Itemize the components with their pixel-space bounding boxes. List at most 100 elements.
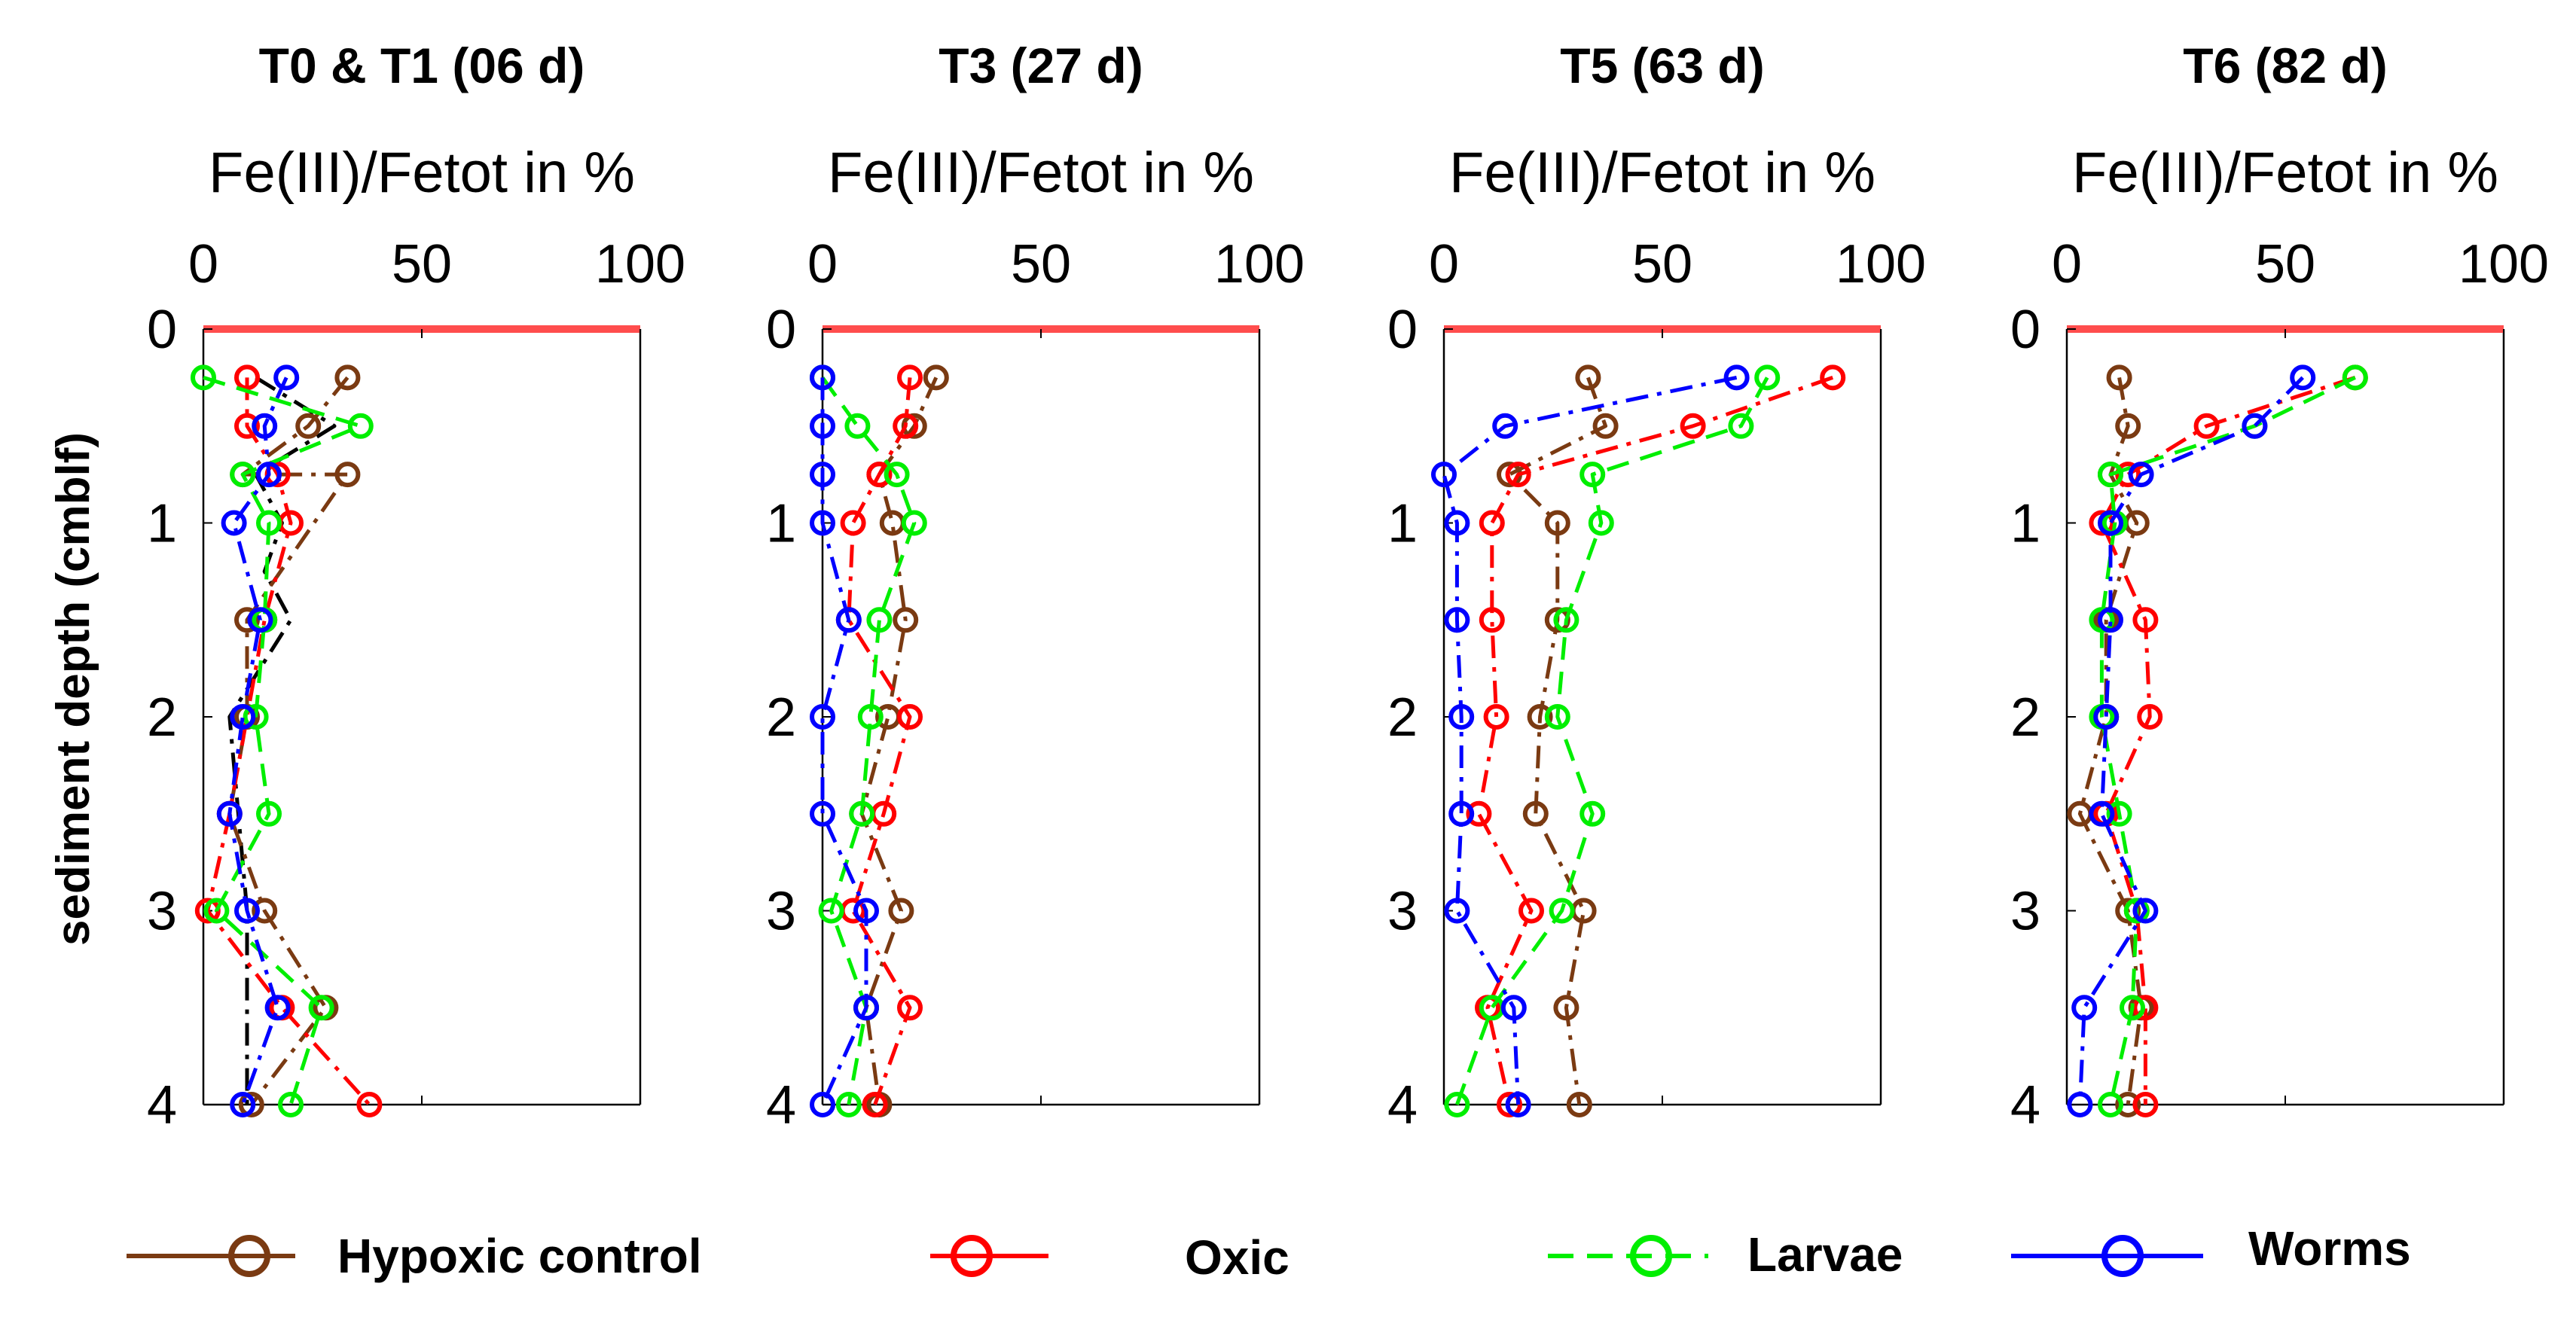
data-point-larvae bbox=[2106, 800, 2132, 827]
legend-marker-worms bbox=[2101, 1235, 2144, 1277]
panel-3: T5 (63 d) Fe(III)/Fetot in % 0 50 100 0 1 2 3 4 bbox=[1387, 38, 1926, 1135]
y-tick-label: 0 bbox=[766, 300, 796, 360]
y-tick-label: 1 bbox=[147, 494, 177, 554]
data-point-hypoxic bbox=[893, 607, 919, 633]
panel-title: T5 (63 d) bbox=[1560, 38, 1764, 93]
legend-label-worms: Worms bbox=[2248, 1221, 2411, 1276]
data-point-oxic bbox=[897, 364, 923, 391]
y-tick-label: 3 bbox=[2010, 882, 2040, 942]
data-point-worms bbox=[1505, 1092, 1531, 1117]
legend-marker-larvae bbox=[1630, 1235, 1672, 1277]
data-point-larvae bbox=[308, 995, 334, 1021]
data-point-larvae bbox=[1579, 462, 1606, 488]
data-point-worms bbox=[853, 898, 879, 924]
data-point-hypoxic bbox=[295, 413, 322, 439]
y-tick-label: 4 bbox=[147, 1075, 177, 1135]
x-axis-label: Fe(III)/Fetot in % bbox=[209, 141, 635, 205]
data-point-larvae bbox=[1444, 1092, 1470, 1117]
data-point-hypoxic bbox=[1553, 995, 1579, 1021]
data-point-oxic bbox=[2132, 1092, 2159, 1117]
data-point-oxic bbox=[1479, 510, 1505, 536]
data-point-larvae bbox=[256, 510, 282, 536]
data-point-worms bbox=[2093, 704, 2120, 730]
y-axis-label: sediment depth (cmblf) bbox=[47, 432, 99, 946]
x-tick-label: 50 bbox=[1632, 234, 1692, 294]
y-tick-label: 2 bbox=[147, 687, 177, 748]
panel-4: T6 (82 d) Fe(III)/Fetot in % 0 50 100 0 1 2 3 4 bbox=[2010, 38, 2549, 1135]
data-point-hypoxic bbox=[2106, 364, 2132, 391]
data-point-larvae bbox=[243, 704, 269, 730]
legend-marker-oxic bbox=[951, 1235, 993, 1277]
data-point-worms bbox=[2098, 607, 2123, 633]
data-point-worms bbox=[252, 413, 278, 439]
data-point-larvae bbox=[2098, 462, 2123, 488]
data-point-hypoxic bbox=[334, 462, 361, 488]
data-point-worms bbox=[230, 1092, 256, 1117]
data-point-worms bbox=[810, 462, 835, 488]
data-point-oxic bbox=[2132, 607, 2159, 633]
data-point-hypoxic bbox=[238, 1092, 264, 1117]
data-point-hypoxic bbox=[252, 898, 278, 924]
data-point-oxic bbox=[1820, 364, 1846, 391]
data-point-worms bbox=[2290, 364, 2316, 391]
series-line-worms bbox=[820, 377, 868, 1106]
data-point-larvae bbox=[818, 898, 844, 924]
data-point-worms bbox=[256, 462, 282, 488]
data-point-worms bbox=[1723, 364, 1750, 391]
data-point-oxic bbox=[2137, 704, 2163, 730]
series-line-hypoxic bbox=[227, 376, 349, 1106]
x-tick-label: 100 bbox=[2458, 234, 2549, 294]
x-tick-label: 0 bbox=[1429, 234, 1459, 294]
series-line-hypoxic bbox=[1507, 376, 1608, 1105]
data-point-oxic bbox=[897, 704, 923, 730]
data-point-hypoxic bbox=[1575, 364, 1601, 391]
panel-title: T3 (27 d) bbox=[939, 38, 1143, 93]
x-axis-label: Fe(III)/Fetot in % bbox=[1449, 141, 1876, 205]
data-point-worms bbox=[2089, 800, 2115, 827]
data-point-worms bbox=[2128, 462, 2154, 488]
x-tick-label: 100 bbox=[595, 234, 685, 294]
data-point-worms bbox=[810, 704, 835, 730]
series-line-larvae bbox=[820, 376, 917, 1105]
data-point-oxic bbox=[897, 995, 923, 1021]
data-point-oxic bbox=[2132, 995, 2159, 1021]
data-point-worms bbox=[2242, 413, 2268, 439]
data-point-hypoxic bbox=[334, 364, 361, 391]
data-point-larvae bbox=[844, 413, 871, 439]
data-point-larvae bbox=[849, 800, 875, 827]
y-tick-label: 2 bbox=[2010, 687, 2040, 748]
y-tick-label: 4 bbox=[2010, 1075, 2040, 1135]
series-line-worms bbox=[2077, 376, 2304, 1105]
data-point-larvae bbox=[191, 364, 216, 391]
data-point-oxic bbox=[1518, 898, 1544, 924]
data-point-larvae bbox=[1544, 704, 1570, 730]
data-point-larvae bbox=[230, 462, 256, 488]
data-point-worms bbox=[835, 607, 862, 633]
data-point-worms bbox=[810, 364, 835, 391]
legend-item-worms: Worms bbox=[2011, 1221, 2411, 1277]
data-point-worms bbox=[810, 1092, 835, 1117]
x-axis-label: Fe(III)/Fetot in % bbox=[2072, 141, 2498, 205]
x-tick-label: 50 bbox=[1011, 234, 1071, 294]
x-tick-label: 0 bbox=[807, 234, 838, 294]
series-line-larvae bbox=[203, 376, 363, 1105]
data-point-larvae bbox=[857, 704, 884, 730]
data-point-larvae bbox=[203, 898, 230, 924]
data-point-hypoxic bbox=[923, 364, 949, 391]
data-point-worms bbox=[1431, 462, 1457, 488]
data-point-larvae bbox=[1553, 607, 1579, 633]
data-point-hypoxic bbox=[1527, 704, 1553, 730]
data-point-worms bbox=[2071, 995, 2098, 1021]
data-point-worms bbox=[234, 898, 260, 924]
data-point-larvae bbox=[1549, 898, 1575, 924]
data-point-larvae bbox=[256, 800, 282, 827]
y-tick-label: 3 bbox=[766, 882, 796, 942]
data-point-larvae bbox=[2089, 607, 2115, 633]
data-point-hypoxic bbox=[234, 607, 260, 633]
y-tick-label: 0 bbox=[147, 300, 177, 360]
data-point-hypoxic bbox=[1544, 510, 1570, 536]
panel-2: T3 (27 d) Fe(III)/Fetot in % 0 50 100 0 1 2 3 4 bbox=[766, 38, 1305, 1135]
data-point-larvae bbox=[278, 1092, 304, 1117]
y-tick-label: 0 bbox=[1387, 300, 1418, 360]
panel-1: T0 & T1 (06 d) Fe(III)/Fetot in % 0 50 100 0 1… bbox=[147, 38, 685, 1135]
